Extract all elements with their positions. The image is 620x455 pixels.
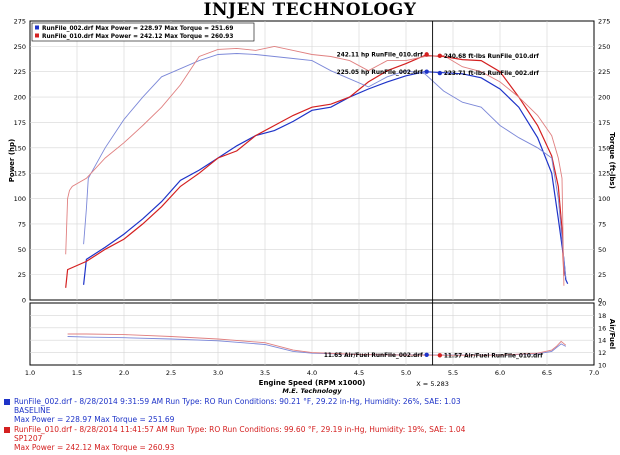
ytick-right-label: 225 (598, 68, 610, 76)
ytick-right-label: 125 (598, 170, 610, 178)
chart-title: INJEN TECHNOLOGY (203, 0, 417, 20)
series-line-torque-2 (83, 53, 567, 278)
xtick-label: 3.5 (260, 369, 270, 377)
legend-swatch (35, 25, 39, 30)
ytick-right-label: 100 (598, 195, 610, 203)
annotation-label: 223.71 ft-lbs RunFile_002.drf (444, 71, 539, 77)
x-axis-title: Engine Speed (RPM x1000) (259, 379, 366, 387)
ytick-right-label: 200 (598, 94, 610, 102)
ytick-right-label: 250 (598, 43, 610, 51)
annotation-marker (437, 53, 443, 59)
run2-info: RunFile_010.drf - 8/28/2014 11:41:57 AM … (14, 425, 466, 434)
y-axis-left-title: Power (hp) (8, 139, 16, 182)
af-series-line-1 (67, 333, 567, 356)
run1-color-swatch (4, 399, 10, 405)
ytick-left-label: 100 (14, 195, 26, 203)
ytick-right-label: 275 (598, 18, 610, 26)
ytick-left-label: 175 (14, 119, 26, 127)
xtick-label: 4.5 (354, 369, 364, 377)
annotation-marker (424, 69, 429, 74)
legend-swatch (35, 33, 39, 38)
ytick-left-label: 150 (14, 144, 26, 152)
ytick-left-label: 125 (14, 170, 26, 178)
cursor-readout: X = 5.283 (416, 380, 449, 388)
ytick-right-label: 0 (598, 297, 602, 305)
run2-color-swatch (4, 427, 10, 433)
ytick-right-label: 25 (598, 271, 606, 279)
af-axis-title: Air/Fuel (608, 319, 616, 349)
xtick-label: 3.0 (213, 369, 223, 377)
annotation-label: 11.65 Air/Fuel RunFile_002.drf (324, 353, 423, 359)
ytick-left-label: 275 (14, 18, 26, 26)
af-ytick-label: 14 (598, 337, 606, 345)
ytick-left-label: 225 (14, 68, 26, 76)
annotation-marker (437, 353, 443, 358)
run1-info: RunFile_002.drf - 8/28/2014 9:31:59 AM R… (14, 397, 461, 406)
ytick-left-label: 0 (22, 297, 26, 305)
ytick-left-label: 200 (14, 94, 26, 102)
af-ytick-label: 18 (598, 312, 606, 320)
annotation-label: 11.57 Air/Fuel RunFile_010.drf (444, 353, 543, 359)
xtick-label: 6.0 (495, 369, 505, 377)
ytick-left-label: 25 (18, 271, 26, 279)
ytick-right-label: 75 (598, 220, 606, 228)
ytick-left-label: 50 (18, 246, 26, 254)
af-ytick-label: 12 (598, 349, 606, 357)
run2-max: Max Power = 242.12 Max Torque = 260.93 (14, 443, 175, 452)
run1-label: BASELINE (14, 406, 51, 415)
xtick-label: 7.0 (589, 369, 599, 377)
af-ytick-label: 20 (598, 300, 606, 308)
annotation-marker (424, 52, 429, 57)
xtick-label: 6.5 (542, 369, 552, 377)
y-axis-right-title: Torque (ft-lbs) (608, 132, 616, 189)
annotation-label: 242.11 hp RunFile_010.drf (337, 53, 423, 59)
annotation-marker (424, 352, 429, 357)
af-ytick-label: 10 (598, 362, 606, 370)
annotation-label: 225.05 hp RunFile_002.drf (337, 70, 423, 76)
ytick-right-label: 150 (598, 144, 610, 152)
run1-max: Max Power = 228.97 Max Torque = 251.69 (14, 415, 175, 424)
annotation-label: 240.68 ft-lbs RunFile_010.drf (444, 54, 539, 60)
xtick-label: 1.5 (72, 369, 82, 377)
legend-entry: RunFile_002.drf Max Power = 228.97 Max T… (42, 26, 233, 32)
ytick-left-label: 75 (18, 220, 26, 228)
run2-label: SP1207 (14, 434, 43, 443)
xtick-label: 1.0 (25, 369, 35, 377)
xtick-label: 5.0 (401, 369, 411, 377)
legend-box (31, 22, 255, 42)
af-ytick-label: 16 (598, 324, 606, 332)
xtick-label: 2.0 (119, 369, 129, 377)
series-line-torque-3 (65, 45, 565, 286)
x-axis-subtitle: M.E. Technology (282, 387, 342, 395)
ytick-right-label: 175 (598, 119, 610, 127)
annotation-marker (437, 70, 443, 76)
xtick-label: 4.0 (307, 369, 317, 377)
xtick-label: 5.5 (448, 369, 458, 377)
ytick-left-label: 250 (14, 43, 26, 51)
legend-entry: RunFile_010.drf Max Power = 242.12 Max T… (42, 34, 233, 40)
xtick-label: 2.5 (166, 369, 176, 377)
ytick-right-label: 50 (598, 246, 606, 254)
